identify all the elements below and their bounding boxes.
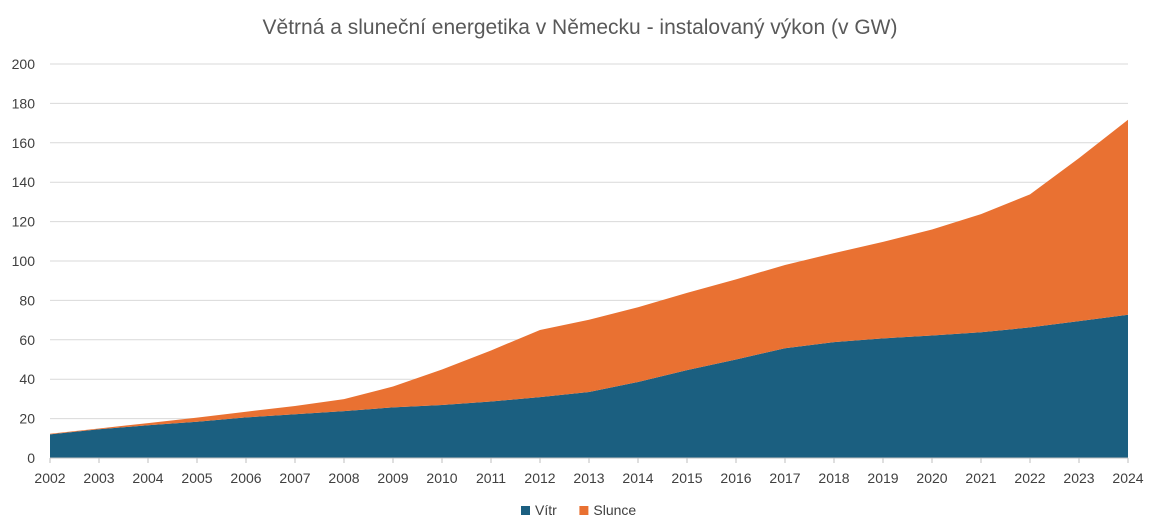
- x-tick-label-2024: 2024: [1112, 470, 1143, 486]
- y-tick-label-60: 60: [19, 332, 35, 348]
- y-tick-label-200: 200: [12, 56, 36, 72]
- x-tick-label-2011: 2011: [476, 470, 506, 486]
- legend-label-slunce: Slunce: [593, 502, 636, 518]
- y-tick-label-100: 100: [12, 253, 36, 269]
- gridlines: [50, 63, 1128, 420]
- x-tick-label-2019: 2019: [867, 470, 898, 486]
- y-tick-label-80: 80: [19, 292, 35, 308]
- x-tick-label-2017: 2017: [769, 470, 800, 486]
- x-tick-label-2003: 2003: [83, 470, 114, 486]
- x-tick-label-2012: 2012: [524, 470, 555, 486]
- x-tick-label-2005: 2005: [181, 470, 212, 486]
- x-tick-label-2014: 2014: [622, 470, 653, 486]
- x-tick-label-2015: 2015: [671, 470, 702, 486]
- x-tick-label-2010: 2010: [426, 470, 457, 486]
- x-tick-label-2021: 2021: [965, 470, 996, 486]
- x-tick-label-2006: 2006: [230, 470, 261, 486]
- y-tick-label-40: 40: [19, 371, 35, 387]
- x-tick-label-2013: 2013: [573, 470, 604, 486]
- legend-swatch-slunce: [579, 506, 589, 515]
- legend-swatch-vitr: [521, 506, 530, 515]
- area-series-vitr: [50, 314, 1128, 458]
- y-tick-label-180: 180: [12, 95, 36, 111]
- x-tick-label-2022: 2022: [1014, 470, 1045, 486]
- x-tick-label-2004: 2004: [132, 470, 163, 486]
- x-tick-label-2002: 2002: [34, 470, 65, 486]
- axes: 0 20 40 60 80 100 120 140 160 180 200 2002 2003 2004 2…: [12, 56, 1144, 486]
- legend: Vítr Slunce: [521, 502, 636, 518]
- y-tick-label-140: 140: [12, 174, 36, 190]
- x-tick-label-2018: 2018: [818, 470, 849, 486]
- area-series-slunce: [50, 119, 1128, 435]
- x-tick-label-2020: 2020: [916, 470, 947, 486]
- x-tick-label-2008: 2008: [328, 470, 359, 486]
- x-tick-label-2016: 2016: [720, 470, 751, 486]
- y-tick-label-0: 0: [27, 450, 35, 466]
- series-areas: [50, 119, 1128, 458]
- legend-label-vitr: Vítr: [535, 502, 557, 518]
- y-tick-label-120: 120: [12, 214, 36, 230]
- chart-title: Větrná a sluneční energetika v Německu -…: [263, 16, 898, 39]
- y-tick-label-20: 20: [19, 411, 35, 427]
- x-tick-label-2023: 2023: [1063, 470, 1094, 486]
- x-tick-label-2007: 2007: [279, 470, 310, 486]
- y-tick-label-160: 160: [12, 135, 36, 151]
- x-tick-label-2009: 2009: [377, 470, 408, 486]
